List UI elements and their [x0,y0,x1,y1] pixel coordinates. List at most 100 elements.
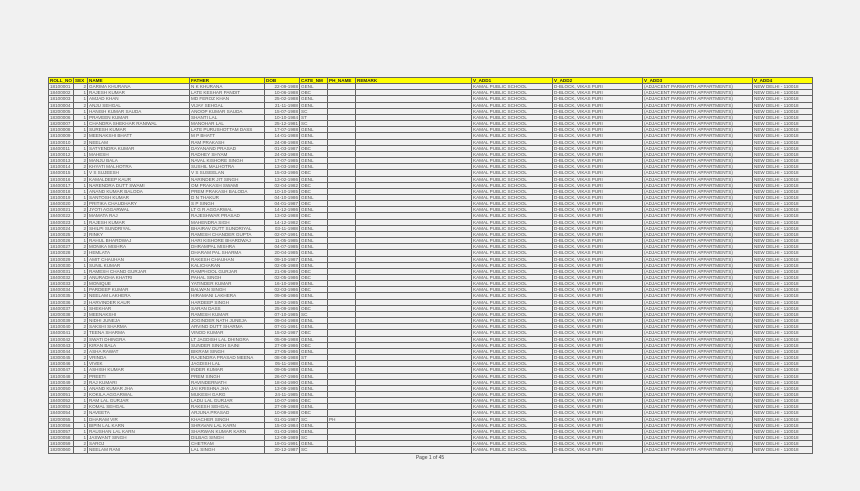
address4-cell: NEW DELHI - 110018 [752,360,813,368]
table-row: 18400031 1 RAMESH CHAND GURJAR RAMPHOOL GUR… [48,267,813,276]
category-cell: SC [299,446,328,454]
address4-cell: NEW DELHI - 110018 [752,273,813,282]
address4-cell: NEW DELHI - 110018 [752,212,813,220]
address4-cell: NEW DELHI - 110018 [752,261,813,269]
table-row: 18100059 2 SAROJ CHETRAM 19-01-1991 GENL KAMAL… [48,440,813,448]
table-row: 18300006 1 PRAVEEN KUMAR SHANTI LAL 10-10-19… [48,113,813,122]
table-row: 18100039 2 NIDHI JUNEJA JOGINDER NATH JUNEJ… [48,317,813,325]
table-row: 18200055 1 DHARAM VIR KHACHER SINGH 01-01-19… [48,415,813,423]
table-row: 18100008 1 SURESH KUMAR LATE PURUSHOTTAM DA… [48,126,813,134]
table-row: 18400032 2 ANURADHA KHATRI PAHAL SINGH 02-05… [48,273,813,282]
address4-cell: NEW DELHI - 110018 [752,409,813,417]
roll-no-cell: 18200055 [48,415,74,423]
table-row: 18100049 2 RAJ KUMARI RAVINDERNATH 18-04-199… [48,378,813,386]
roll-no-cell: 18100044 [48,347,74,356]
address4-cell: NEW DELHI - 110018 [752,126,813,134]
address4-cell: NEW DELHI - 110018 [752,421,813,429]
address1-cell: KAMAL PUBLIC SCHOOL [471,446,553,454]
table-row: 18100016 2 KAMALDEEP KAUR NARINDER JIT SING… [48,175,813,183]
table-row: 18100046 1 VIVEK JAGDISH LAL 05-11-1988 GENL K… [48,360,813,368]
roll-no-cell: 18100027 [48,243,74,251]
table-row: 18100044 2 ASHA RAWAT BIKRAM SINGH 27-05-198… [48,347,813,356]
address4-cell: NEW DELHI - 110018 [752,249,813,257]
table-row: 18100009 2 MEENAKSHI BHATT M P BHATT 14-01-1… [48,132,813,140]
roll-no-cell: 18100035 [48,292,74,300]
address4-cell: NEW DELHI - 110018 [752,267,813,276]
table-row: 18400037 1 SHEKHAR SARAN DASS 25-09-1986 OBC K… [48,304,813,312]
table-row: 18100035 2 NEELAM LAKHERA HIRAMANI LAKHERA 0… [48,292,813,300]
roll-no-cell: 18400017 [48,181,74,189]
roll-no-cell: 18100051 [48,390,74,399]
address4-cell: NEW DELHI - 110018 [752,329,813,337]
table-row: 18100001 2 GARIMA KHURANA N K KHURANA 22-09-… [48,83,813,91]
address4-cell: NEW DELHI - 110018 [752,304,813,312]
roll-no-cell: 18200060 [48,446,74,454]
roll-no-cell: 18400054 [48,409,74,417]
roll-no-cell: 18100040 [48,323,74,331]
address4-cell: NEW DELHI - 110018 [752,187,813,195]
address4-cell: NEW DELHI - 110018 [752,354,813,362]
father-cell: LAL SINGH [189,446,265,454]
page-number: Page 1 of 45 [415,455,445,461]
table-row: 18100030 1 SUNIL KUMAR KALICHARAN 02-05-1988… [48,261,813,269]
roll-no-cell: 18200005 [48,107,74,115]
roll-no-cell: 18200058 [48,434,74,442]
address4-cell: NEW DELHI - 110018 [752,292,813,300]
table-row: 18200007 1 CHANDRA SHEKHAR RANIWAL MANOHAR … [48,120,813,128]
roll-no-cell: 18400031 [48,267,74,276]
roll-no-cell: 18300006 [48,113,74,122]
roll-no-cell: 18100036 [48,298,74,306]
table-row: 18400052 1 RAM LAL GURJAR LADU LAL GURJAR 10… [48,397,813,405]
table-row: 18100050 1 ANAND KUMAR JHA JAI KRISHNA JHA 1… [48,384,813,392]
address4-cell: NEW DELHI - 110018 [752,107,813,115]
table-row: 18100053 2 KOMAL SEHGAL RAKESH SEHGAL 27-09-… [48,403,813,411]
roll-no-cell: 18100039 [48,317,74,325]
roll-no-cell: 18400043 [48,341,74,349]
address4-cell: NEW DELHI - 110018 [752,310,813,319]
roll-no-cell: 18100056 [48,421,74,429]
column-header: V_ADD4 [752,76,813,85]
table-row: 18100040 2 SAKSHI SHARMA ARVIND DUTT SHARMA… [48,323,813,331]
address4-cell: NEW DELHI - 110018 [752,372,813,380]
address4-cell: NEW DELHI - 110018 [752,237,813,245]
roll-no-cell: 18100012 [48,150,74,159]
roll-no-cell: 18400041 [48,329,74,337]
address4-cell: NEW DELHI - 110018 [752,323,813,331]
roll-no-cell: 18100001 [48,83,74,91]
address4-cell: NEW DELHI - 110018 [752,298,813,306]
roll-no-cell: 18400022 [48,212,74,220]
roll-no-cell: 18100048 [48,372,74,380]
roll-no-cell: 18200007 [48,120,74,128]
address4-cell: NEW DELHI - 110018 [752,446,813,454]
address4-cell: NEW DELHI - 110018 [752,132,813,140]
address4-cell: NEW DELHI - 110018 [752,193,813,202]
roll-no-cell: 18100059 [48,440,74,448]
address4-cell: NEW DELHI - 110018 [752,403,813,411]
roll-no-cell: 18100021 [48,206,74,214]
table-row: 18100047 1 ASHISH KUMAR INDER KUMAR 09-05-19… [48,366,813,374]
ph-name-cell [327,446,356,454]
address4-cell: NEW DELHI - 110018 [752,243,813,251]
table-row: 18100024 2 SHILPI SUNDRIYAL BHAIRAV DUTT SU… [48,224,813,232]
table-row: 18300045 2 VRINDA RAJENDRA PRASAD MEENA 08-0… [48,354,813,362]
address4-cell: NEW DELHI - 110018 [752,384,813,392]
address4-cell: NEW DELHI - 110018 [752,335,813,343]
table-row: 18200058 1 JASWANT SINGH DILBAG SINGH 12-09-… [48,434,813,442]
table-row: 18100021 2 JYOTI AGGARWAL LT G R AGGARWAL 14… [48,206,813,214]
address4-cell: NEW DELHI - 110018 [752,341,813,349]
roll-no-cell: 18100057 [48,427,74,436]
table-row: 18100029 1 AMIT CHAUHAN RAKESH CHAUHAN 09-10… [48,255,813,263]
address4-cell: NEW DELHI - 110018 [752,150,813,159]
address4-cell: NEW DELHI - 110018 [752,230,813,239]
name-cell: NEELAM RANI [87,446,190,454]
roll-no-cell: 18100013 [48,157,74,165]
table-row: 18100057 1 RAUSHAN LAL KARN SHARWAN KUMAR K… [48,427,813,436]
sex-cell: 2 [73,446,88,454]
table-row: 18400034 1 PARDEEP KUMAR BALWAN SINGH 02-03-… [48,286,813,294]
table-row: 18400017 1 NARENDRA DUTT SWAMI OM PRAKASH S… [48,181,813,189]
roll-no-cell: 18100014 [48,163,74,171]
roll-no-cell: 18100004 [48,101,74,109]
address4-cell: NEW DELHI - 110018 [752,83,813,91]
address4-cell: NEW DELHI - 110018 [752,144,813,152]
roll-no-cell: 18400052 [48,397,74,405]
